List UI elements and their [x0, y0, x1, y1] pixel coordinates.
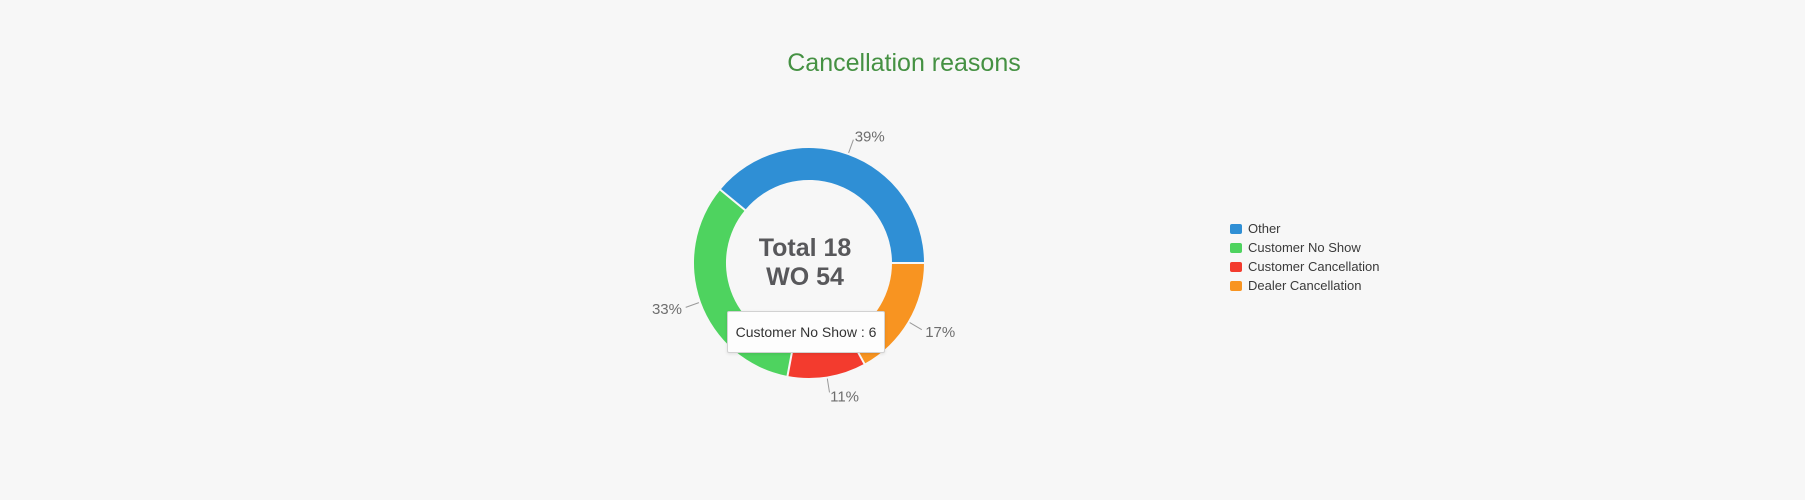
donut-center-wo: WO 54 — [766, 263, 844, 291]
legend-item-customer-no-show[interactable]: Customer No Show — [1230, 238, 1380, 257]
legend: Other Customer No Show Customer Cancellati… — [1230, 219, 1380, 295]
legend-swatch-dealer-cancellation — [1230, 280, 1242, 291]
donut-center-total: Total 18 — [758, 234, 852, 262]
pct-label-customer-no-show: 33% — [652, 301, 682, 318]
pie-slice-customer-no-show[interactable] — [693, 189, 794, 376]
legend-label: Customer No Show — [1248, 240, 1361, 255]
legend-item-other[interactable]: Other — [1230, 219, 1380, 238]
pct-label-customer-cancellation: 11% — [830, 389, 859, 406]
pct-label-other: 39% — [855, 128, 885, 145]
chart-title: Cancellation reasons — [787, 49, 1021, 77]
label-leader-line — [685, 302, 700, 308]
legend-item-dealer-cancellation[interactable]: Dealer Cancellation — [1230, 276, 1380, 295]
chart-tooltip: Customer No Show : 6 — [727, 311, 885, 353]
label-leader-line — [826, 378, 830, 393]
legend-label: Dealer Cancellation — [1248, 278, 1362, 293]
pct-label-dealer-cancellation: 17% — [925, 324, 955, 341]
legend-swatch-customer-no-show — [1230, 242, 1242, 253]
pie-slice-other[interactable] — [720, 148, 924, 263]
legend-item-customer-cancellation[interactable]: Customer Cancellation — [1230, 257, 1380, 276]
chart-tooltip-text: Customer No Show : 6 — [735, 324, 877, 340]
label-leader-line — [909, 322, 923, 331]
label-leader-line — [848, 139, 854, 154]
donut-center-label: Total 18 WO 54 — [759, 234, 852, 292]
legend-swatch-other — [1230, 223, 1242, 234]
slice-separator — [718, 188, 747, 212]
legend-label: Other — [1248, 221, 1281, 236]
legend-swatch-customer-cancellation — [1230, 261, 1242, 272]
legend-label: Customer Cancellation — [1248, 259, 1380, 274]
